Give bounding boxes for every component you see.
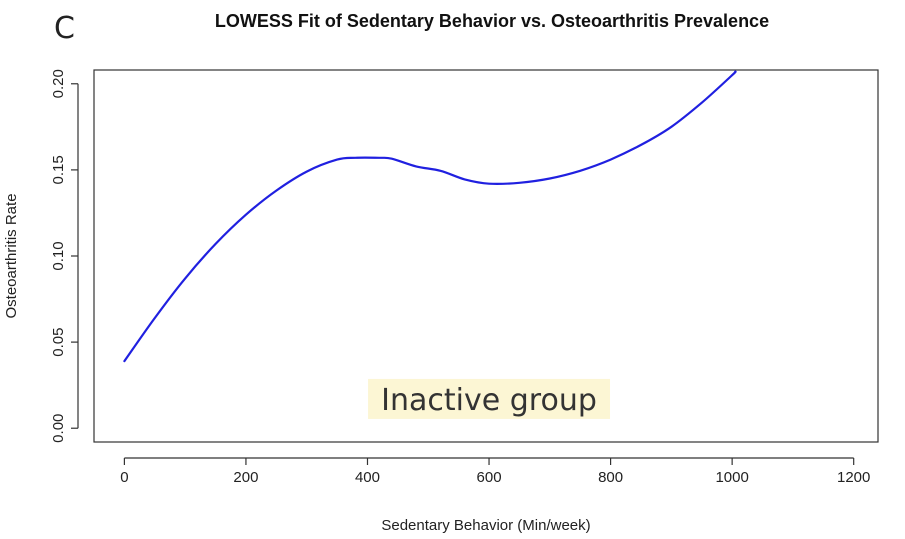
chart-title: LOWESS Fit of Sedentary Behavior vs. Ost…	[215, 11, 769, 31]
x-axis: 0 200 400 600 800 1000 1200	[120, 457, 870, 486]
lowess-fit-line	[123, 70, 737, 363]
y-tick-label: 0.20	[50, 69, 67, 98]
annotation-text: Inactive group	[381, 383, 597, 418]
annotation-background	[368, 378, 611, 419]
y-axis-label: Osteoarthritis Rate	[3, 193, 20, 318]
x-tick-label: 1000	[715, 469, 748, 486]
x-tick-label: 600	[477, 469, 502, 486]
y-axis: 0.00 0.05 0.10 0.15 0.20	[50, 69, 79, 443]
y-tick-label: 0.05	[50, 328, 67, 357]
x-tick-label: 200	[233, 469, 258, 486]
x-tick-label: 800	[598, 469, 623, 486]
series-layer	[123, 70, 737, 363]
y-tick-label: 0.00	[50, 414, 67, 443]
x-tick-label: 1200	[837, 469, 870, 486]
x-tick-label: 0	[120, 469, 128, 486]
annotation: Inactive group	[368, 378, 611, 419]
panel-label: C	[54, 11, 75, 46]
x-tick-label: 400	[355, 469, 380, 486]
x-axis-label: Sedentary Behavior (Min/week)	[381, 517, 590, 534]
plot-area-frame	[93, 69, 879, 443]
y-tick-label: 0.15	[50, 155, 67, 184]
y-tick-label: 0.10	[50, 241, 67, 270]
